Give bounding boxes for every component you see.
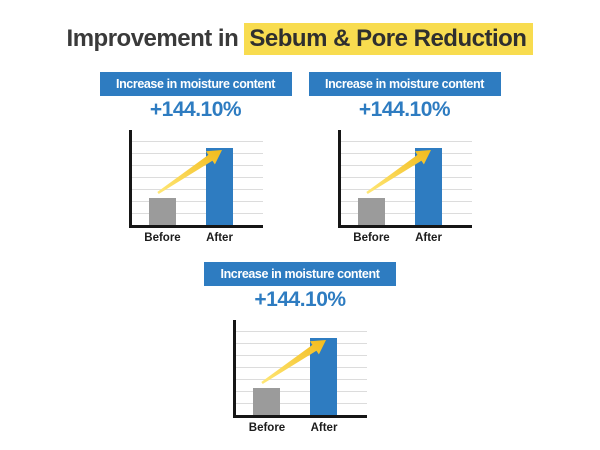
before-bar <box>148 198 176 225</box>
growth-arrow-icon <box>365 150 431 194</box>
growth-arrow-icon <box>156 150 222 194</box>
growth-arrow-icon <box>261 340 326 384</box>
chart-plot <box>128 130 263 228</box>
chart-plot-area: Before After <box>337 130 472 247</box>
title-highlight: Sebum & Pore Reduction <box>244 23 534 55</box>
x-axis-labels: Before After <box>129 230 263 247</box>
chart-value: +144.10% <box>254 288 346 311</box>
chart-plot <box>233 320 367 418</box>
charts-row-bottom: Increase in moisture content +144.10% Be… <box>0 262 600 437</box>
moisture-chart-3: Increase in moisture content +144.10% Be… <box>203 262 397 437</box>
after-label: After <box>310 422 338 434</box>
x-axis-labels: Before After <box>338 230 472 247</box>
chart-plot-area: Before After <box>128 130 263 247</box>
title-prefix: Improvement in <box>66 25 245 52</box>
chart-value: +144.10% <box>358 98 451 121</box>
x-axis-labels: Before After <box>233 420 367 437</box>
before-label: Before <box>353 232 390 244</box>
charts-row-top: Increase in moisture content +144.10% Be… <box>0 72 600 247</box>
page-title: Improvement in Sebum & Pore Reduction <box>0 23 600 55</box>
before-bar <box>253 388 280 415</box>
after-label: After <box>206 232 233 244</box>
after-label: After <box>415 232 442 244</box>
chart-plot <box>337 130 472 228</box>
before-label: Before <box>144 232 181 244</box>
before-label: Before <box>248 422 286 434</box>
chart-value: +144.10% <box>149 98 242 121</box>
moisture-chart-1: Increase in moisture content +144.10% Be… <box>99 72 293 247</box>
chart-title-banner: Increase in moisture content <box>99 72 292 96</box>
chart-title-banner: Increase in moisture content <box>308 72 501 96</box>
moisture-chart-2: Increase in moisture content +144.10% Be… <box>308 72 502 247</box>
chart-plot-area: Before After <box>233 320 367 437</box>
chart-title-banner: Increase in moisture content <box>204 262 396 286</box>
before-bar <box>357 198 385 225</box>
